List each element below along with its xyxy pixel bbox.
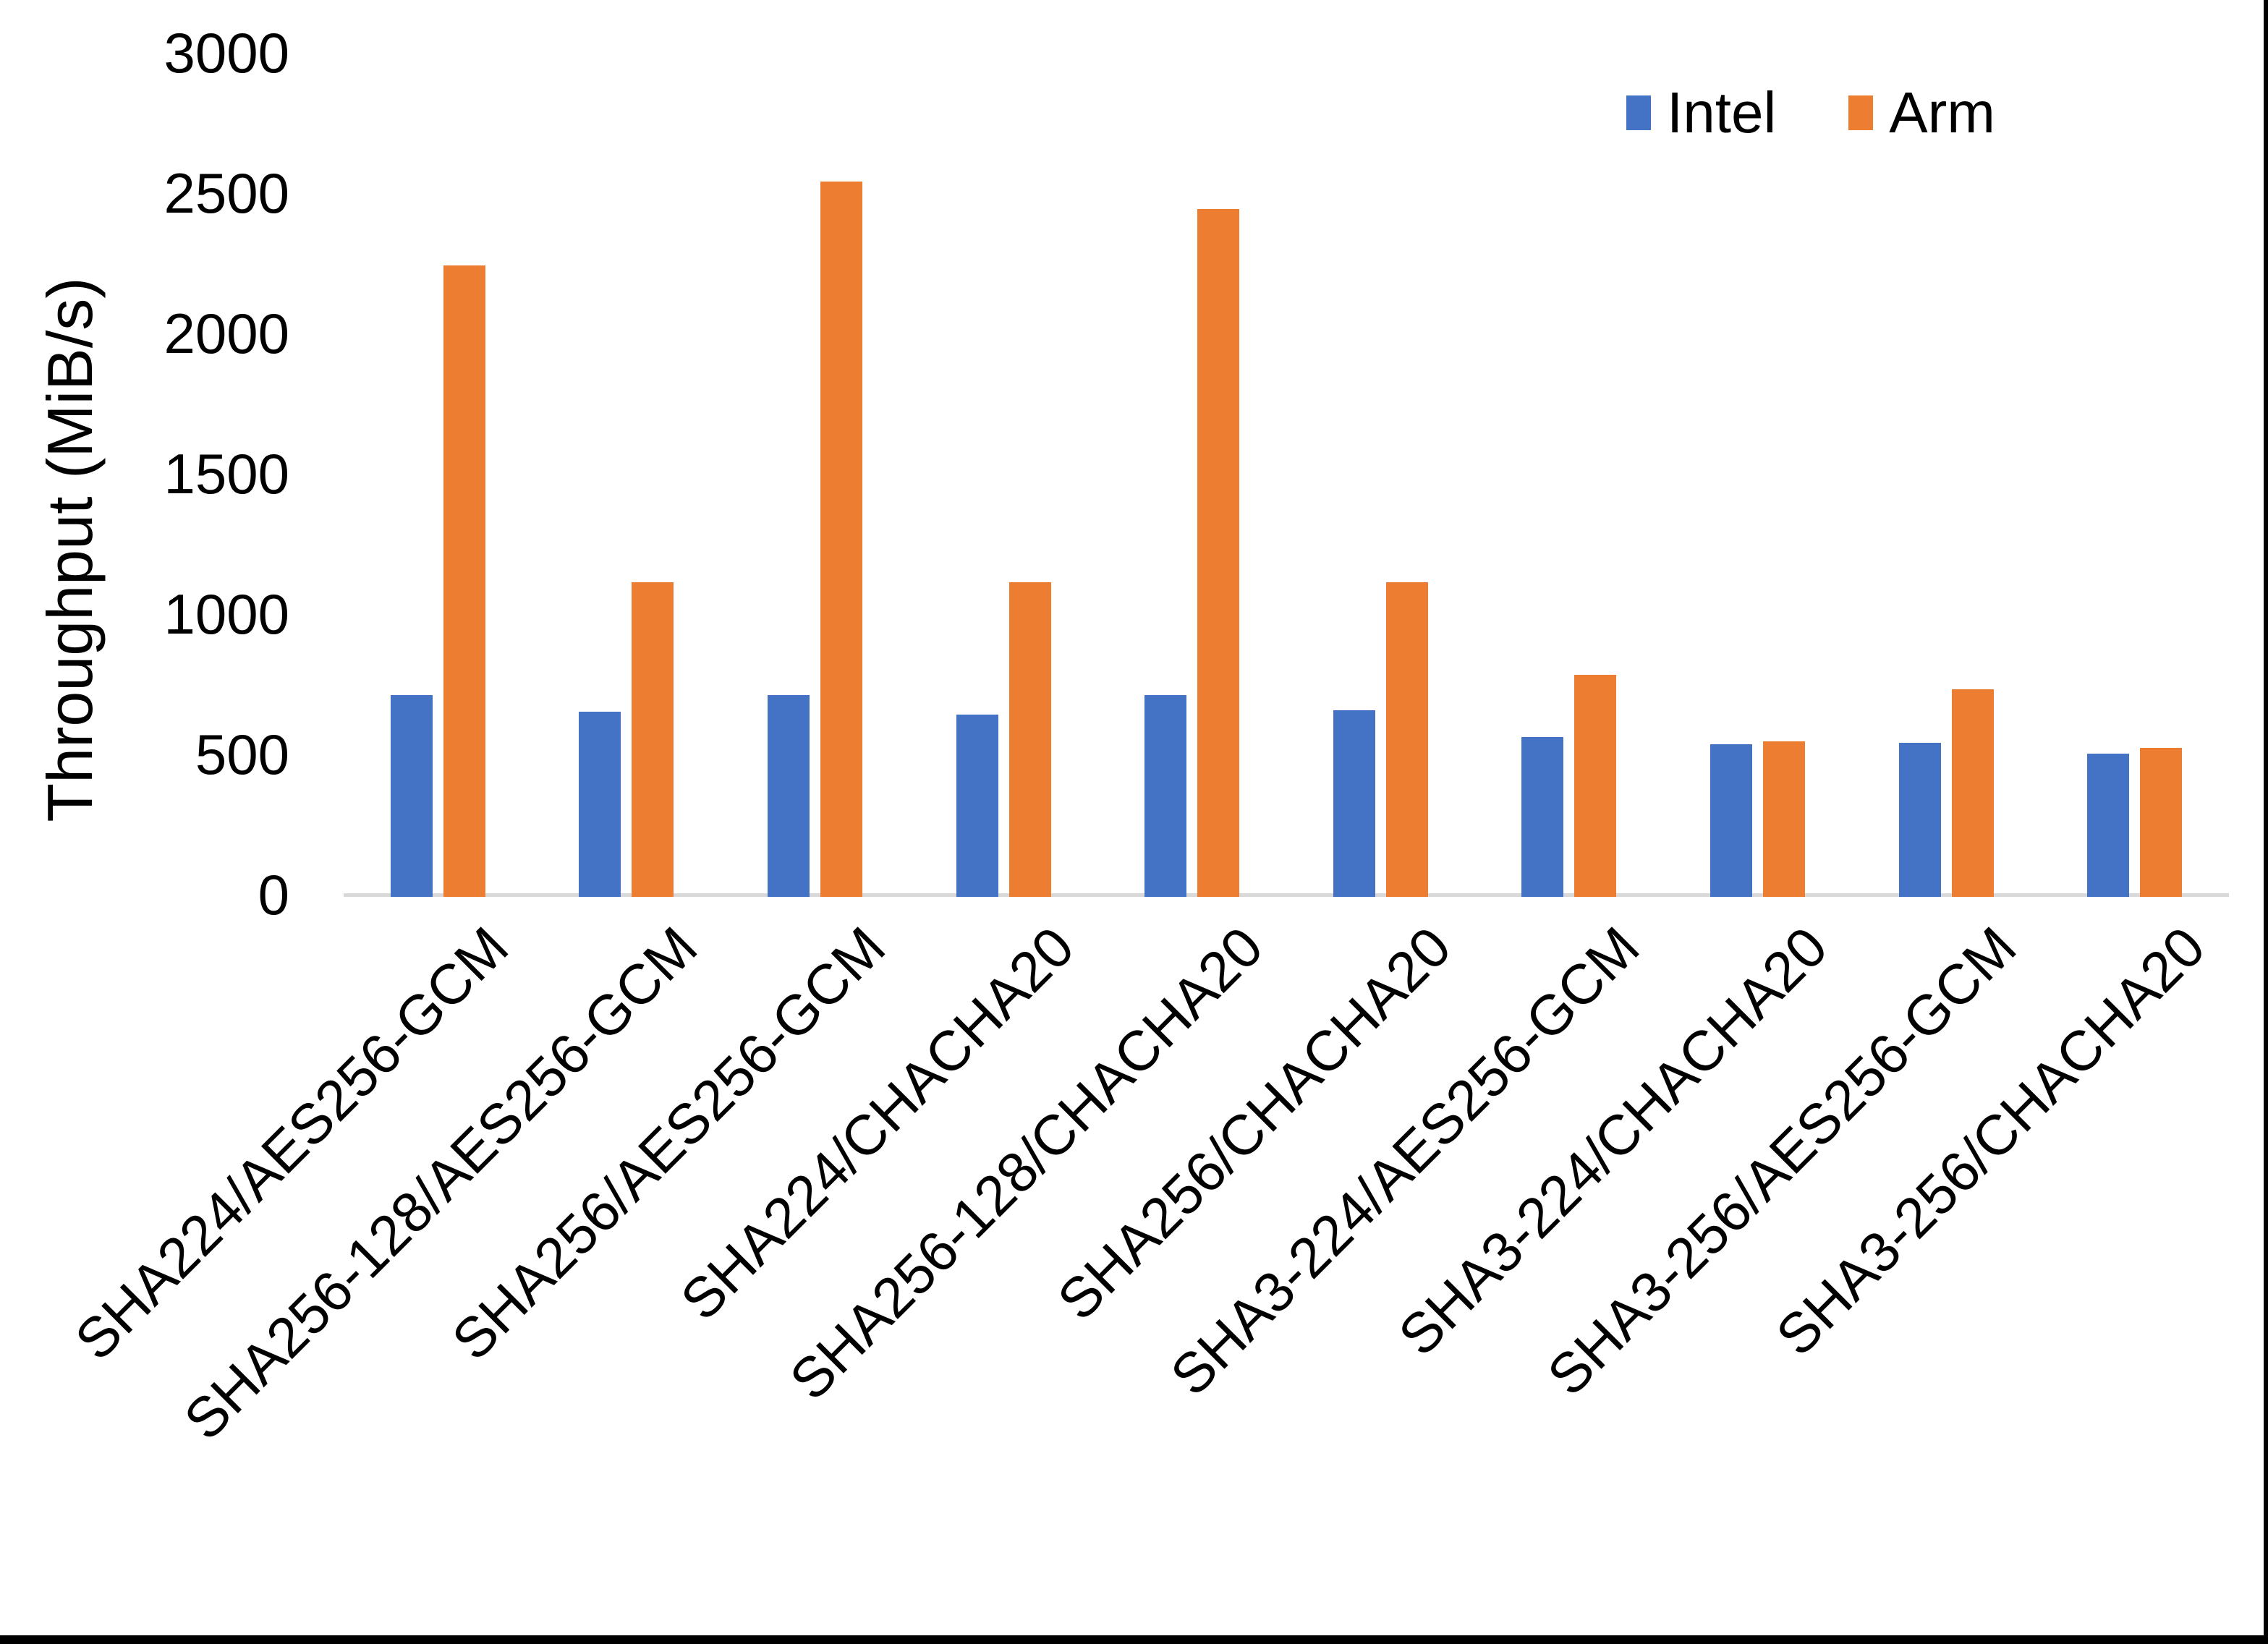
page-border-right [2264, 0, 2268, 1644]
bar-arm-sha3-224/chacha20 [1763, 741, 1805, 897]
y-tick-label: 1000 [163, 582, 289, 646]
bar-arm-sha3-224/aes256-gcm [1574, 675, 1616, 897]
y-tick-label: 1500 [163, 442, 289, 506]
bar-arm-sha3-256/aes256-gcm [1952, 689, 1994, 897]
y-tick-label: 3000 [163, 21, 289, 85]
legend-marker-intel [1626, 95, 1651, 130]
bar-intel-sha3-224/aes256-gcm [1521, 737, 1563, 897]
x-axis-line [344, 893, 2229, 897]
legend-label: Arm [1889, 80, 1995, 145]
bar-intel-sha224/chacha20 [956, 715, 998, 897]
y-tick-label: 500 [195, 723, 289, 786]
y-tick-label: 2500 [163, 161, 289, 225]
y-tick-label: 0 [258, 863, 289, 927]
bar-arm-sha256/chacha20 [1386, 582, 1428, 897]
y-tick-label: 2000 [163, 302, 289, 365]
legend-item-intel: Intel [1626, 80, 1776, 146]
legend-label: Intel [1667, 80, 1777, 145]
bar-arm-sha3-256/chacha20 [2140, 748, 2182, 897]
legend-marker-arm [1848, 95, 1874, 130]
bar-intel-sha3-256/aes256-gcm [1899, 743, 1941, 897]
bar-intel-sha256-128/chacha20 [1144, 695, 1186, 897]
legend: Intel Arm [1626, 80, 1995, 146]
bar-intel-sha3-224/chacha20 [1710, 744, 1752, 897]
bar-arm-sha256-128/aes256-gcm [632, 582, 674, 897]
bar-intel-sha3-256/chacha20 [2087, 754, 2129, 897]
bar-intel-sha256/chacha20 [1333, 710, 1375, 897]
page-border-bottom [0, 1635, 2268, 1644]
bar-arm-sha256/aes256-gcm [820, 182, 862, 897]
bar-arm-sha224/chacha20 [1009, 582, 1051, 897]
bar-arm-sha256-128/chacha20 [1197, 209, 1239, 897]
bar-intel-sha224/aes256-gcm [391, 695, 433, 897]
bar-intel-sha256-128/aes256-gcm [579, 712, 621, 897]
bar-arm-sha224/aes256-gcm [443, 265, 485, 897]
legend-item-arm: Arm [1848, 80, 1995, 146]
bar-intel-sha256/aes256-gcm [768, 695, 810, 897]
